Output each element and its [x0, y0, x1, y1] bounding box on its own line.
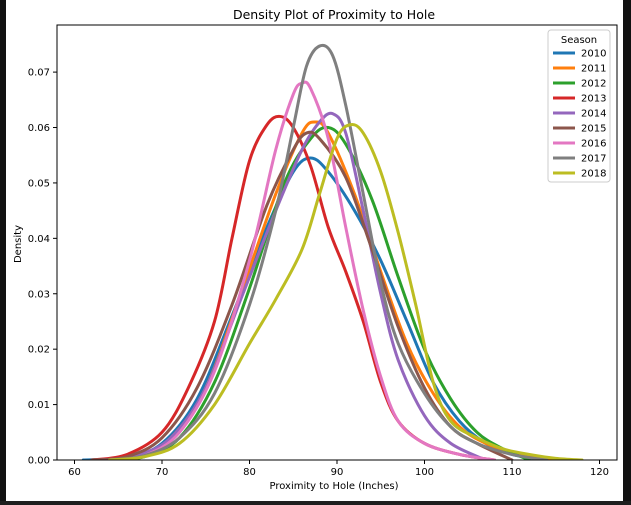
y-tick-label: 0.07 — [28, 68, 50, 79]
x-tick-label: 80 — [243, 467, 256, 478]
legend-label-2010: 2010 — [581, 49, 606, 60]
chart-title: Density Plot of Proximity to Hole — [233, 7, 435, 22]
x-axis-label: Proximity to Hole (Inches) — [269, 481, 398, 492]
y-tick-label: 0.02 — [28, 345, 50, 356]
y-tick-label: 0.03 — [28, 289, 50, 300]
y-tick-label: 0.01 — [28, 400, 50, 411]
x-tick-label: 120 — [590, 467, 609, 478]
legend-label-2018: 2018 — [581, 169, 606, 180]
legend-label-2011: 2011 — [581, 64, 606, 75]
y-tick-label: 0.06 — [28, 123, 50, 134]
legend-label-2012: 2012 — [581, 79, 606, 90]
y-axis-label: Density — [13, 225, 24, 263]
legend-label-2014: 2014 — [581, 109, 606, 120]
y-tick-label: 0.04 — [28, 234, 50, 245]
y-tick-label: 0.00 — [28, 456, 50, 467]
x-tick-label: 110 — [502, 467, 521, 478]
left-border-strip — [0, 0, 6, 501]
legend-label-2017: 2017 — [581, 154, 606, 165]
legend-label-2013: 2013 — [581, 94, 606, 105]
x-tick-label: 70 — [156, 467, 169, 478]
x-tick-label: 90 — [331, 467, 344, 478]
x-tick-label: 100 — [415, 467, 434, 478]
legend-label-2016: 2016 — [581, 139, 606, 150]
right-border-strip — [623, 0, 631, 501]
legend-label-2015: 2015 — [581, 124, 606, 135]
y-tick-label: 0.05 — [28, 178, 50, 189]
legend-title: Season — [561, 35, 597, 46]
x-tick-label: 60 — [68, 467, 81, 478]
legend: Season 2010 2011 2012 2013 2014 2015 2016 2017 2… — [548, 30, 610, 182]
